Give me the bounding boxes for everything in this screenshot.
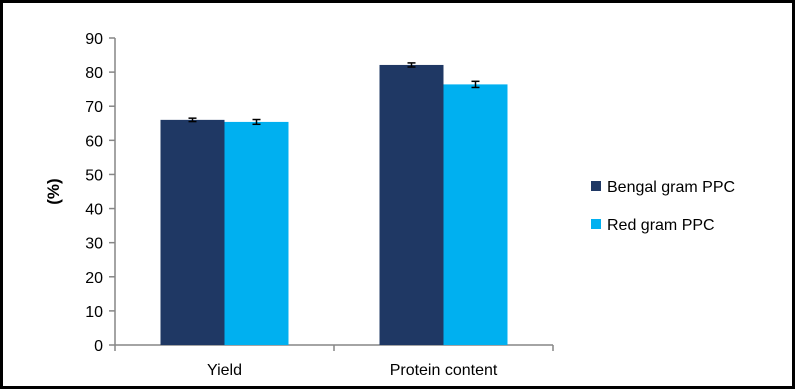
error-bars bbox=[188, 62, 480, 126]
y-axis-title: (%) bbox=[44, 178, 63, 204]
y-tick-label: 60 bbox=[85, 133, 103, 150]
y-tick-label: 80 bbox=[85, 65, 103, 82]
bar-chart: 0 10 20 30 40 50 60 70 80 90 Yield Protein content… bbox=[44, 31, 735, 379]
bar bbox=[379, 64, 444, 345]
y-tick-label: 90 bbox=[85, 31, 103, 48]
y-tick-label: 40 bbox=[85, 202, 103, 219]
x-tick-label: Protein content bbox=[390, 362, 498, 379]
y-tick-labels: 0 10 20 30 40 50 60 70 80 90 bbox=[85, 31, 103, 355]
bar bbox=[443, 84, 508, 345]
y-tick-label: 0 bbox=[94, 338, 103, 355]
legend-swatch bbox=[591, 219, 601, 229]
legend: Bengal gram PPC Red gram PPC bbox=[591, 179, 735, 234]
legend-label: Bengal gram PPC bbox=[607, 179, 735, 196]
bars bbox=[160, 64, 508, 345]
y-tick-label: 20 bbox=[85, 270, 103, 287]
x-tick-labels: Yield Protein content bbox=[207, 362, 498, 379]
bar bbox=[160, 119, 225, 345]
legend-label: Red gram PPC bbox=[607, 217, 715, 234]
y-tick-label: 70 bbox=[85, 99, 103, 116]
y-tick-label: 50 bbox=[85, 167, 103, 184]
x-tick-label: Yield bbox=[207, 362, 242, 379]
bar bbox=[224, 121, 289, 345]
legend-swatch bbox=[591, 181, 601, 191]
y-tick-label: 30 bbox=[85, 236, 103, 253]
y-tick-label: 10 bbox=[85, 304, 103, 321]
